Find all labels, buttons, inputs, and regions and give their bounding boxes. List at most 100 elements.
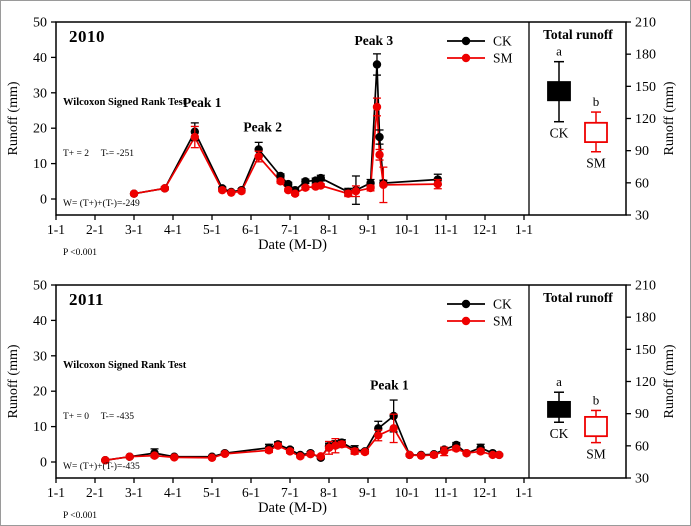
data-point-sm — [375, 150, 384, 159]
data-point-sm — [351, 187, 361, 196]
data-point-sm — [220, 449, 230, 459]
right-axis-tick-label: 30 — [635, 472, 649, 487]
data-point-sm — [344, 189, 353, 198]
data-point-sm — [284, 185, 293, 195]
x-axis-tick-label: 3-1 — [125, 222, 143, 237]
data-point-sm — [301, 183, 310, 192]
data-point-sm — [366, 183, 375, 193]
x-axis-title: Date (M-D) — [258, 500, 327, 516]
data-point-sm — [416, 451, 426, 460]
legend-marker-sm — [461, 316, 471, 326]
x-axis-tick-label: 7-1 — [281, 485, 299, 500]
test-title: Wilcoxon Signed Rank Test — [63, 360, 187, 371]
significance-letter-ck: a — [556, 374, 562, 389]
peak-annotation: Peak 1 — [183, 95, 222, 110]
data-point-sm — [337, 440, 347, 449]
right-axis-tick-label: 30 — [635, 209, 649, 224]
test-title: Wilcoxon Signed Rank Test — [63, 97, 187, 108]
wilcoxon-test-annotation: Wilcoxon Signed Rank Test T+ = 0 T-= -43… — [63, 324, 187, 525]
test-line-w: W= (T+)+(T-)=-435 — [63, 461, 140, 472]
data-point-ck — [372, 60, 382, 69]
data-point-sm — [372, 102, 382, 112]
data-point-sm — [273, 441, 283, 450]
right-axis-tick-label: 90 — [635, 144, 649, 159]
left-axis-tick-label: 0 — [40, 456, 47, 471]
x-axis-tick-label: 6-1 — [242, 485, 260, 500]
data-point-sm — [190, 132, 200, 142]
data-point-sm — [462, 448, 471, 458]
data-point-sm — [125, 452, 134, 461]
x-axis-tick-label: 1-1 — [515, 485, 533, 500]
total-box-sm — [584, 415, 608, 438]
chart-2011: 0 10 20 30 40 50 30 60 90 120 150 180 210 1-1 2-1 3-1 4-… — [6, 279, 677, 501]
peak-annotation: Peak 1 — [370, 377, 409, 392]
x-axis-tick-label: 2-1 — [86, 485, 104, 500]
test-line-p: P <0.001 — [63, 511, 98, 521]
data-point-sm — [360, 447, 370, 457]
data-point-sm — [218, 185, 227, 195]
data-point-sm — [285, 447, 295, 456]
x-axis-tick-label: 12-1 — [473, 222, 498, 237]
left-axis-title: Runoff (mm) — [6, 81, 21, 155]
data-point-ck — [301, 177, 310, 186]
right-axis-tick-label: 120 — [635, 112, 656, 127]
total-box-label-sm: SM — [586, 447, 606, 462]
legend-label-sm: SM — [493, 51, 513, 66]
left-axis-tick-label: 50 — [33, 16, 47, 31]
total-box-ck — [547, 400, 571, 418]
data-point-sm — [452, 444, 461, 453]
data-point-sm — [101, 456, 110, 465]
total-box-label-sm: SM — [586, 156, 606, 171]
data-point-sm — [494, 450, 504, 460]
right-axis-title: Runoff (mm) — [662, 344, 677, 418]
x-axis-tick-label: 1-1 — [515, 222, 533, 237]
data-point-sm — [227, 188, 236, 197]
panel-2011: 0 10 20 30 40 50 30 60 90 120 150 180 210 1-1 2-1 3-1 4-… — [1, 264, 690, 525]
x-axis-tick-label: 4-1 — [164, 485, 182, 500]
total-runoff-title: Total runoff — [543, 27, 613, 42]
x-axis-tick-label: 1-1 — [47, 485, 65, 500]
data-point-sm — [405, 450, 414, 460]
x-axis-title: Date (M-D) — [258, 237, 327, 253]
significance-letter-sm: b — [593, 392, 600, 407]
x-axis-tick-label: 5-1 — [203, 222, 221, 237]
data-point-sm — [290, 189, 300, 198]
right-axis-tick-label: 120 — [635, 375, 656, 390]
legend-marker-ck — [461, 36, 471, 46]
legend-marker-sm — [461, 53, 471, 63]
test-line-p: P <0.001 — [63, 248, 98, 258]
left-axis-tick-label: 0 — [40, 193, 47, 208]
test-line-t: T+ = 2 T-= -251 — [63, 149, 134, 159]
data-point-sm — [296, 452, 305, 461]
left-axis-tick-label: 40 — [33, 51, 47, 66]
total-box-ck — [547, 81, 571, 102]
legend-label-sm: SM — [493, 314, 513, 329]
x-axis-tick-label: 8-1 — [320, 485, 338, 500]
left-axis-tick-label: 20 — [33, 122, 47, 137]
left-axis-tick-label: 10 — [33, 420, 47, 435]
data-point-sm — [160, 184, 169, 193]
data-point-sm — [207, 453, 217, 462]
left-axis-tick-label: 20 — [33, 385, 47, 400]
right-axis-title: Runoff (mm) — [662, 81, 677, 155]
left-axis-tick-label: 40 — [33, 314, 47, 329]
right-axis-tick-label: 60 — [635, 439, 649, 454]
x-axis-tick-label: 6-1 — [242, 222, 260, 237]
data-point-sm — [170, 453, 179, 462]
total-box-label-ck: CK — [550, 426, 569, 441]
left-axis-tick-label: 30 — [33, 349, 47, 364]
data-point-ck — [316, 173, 325, 183]
x-axis-tick-label: 12-1 — [473, 485, 498, 500]
left-axis-title: Runoff (mm) — [6, 344, 21, 418]
legend-marker-ck — [461, 299, 471, 309]
x-axis-tick-label: 3-1 — [125, 485, 143, 500]
data-point-sm — [476, 447, 485, 456]
x-axis-tick-label: 10-1 — [395, 485, 420, 500]
x-axis-tick-label: 4-1 — [164, 222, 182, 237]
x-axis-tick-label: 9-1 — [359, 485, 377, 500]
right-axis-tick-label: 210 — [635, 279, 656, 294]
data-point-ck — [375, 132, 384, 142]
data-point-sm — [374, 431, 383, 440]
legend-label-ck: CK — [493, 297, 512, 312]
data-point-sm — [331, 441, 340, 450]
